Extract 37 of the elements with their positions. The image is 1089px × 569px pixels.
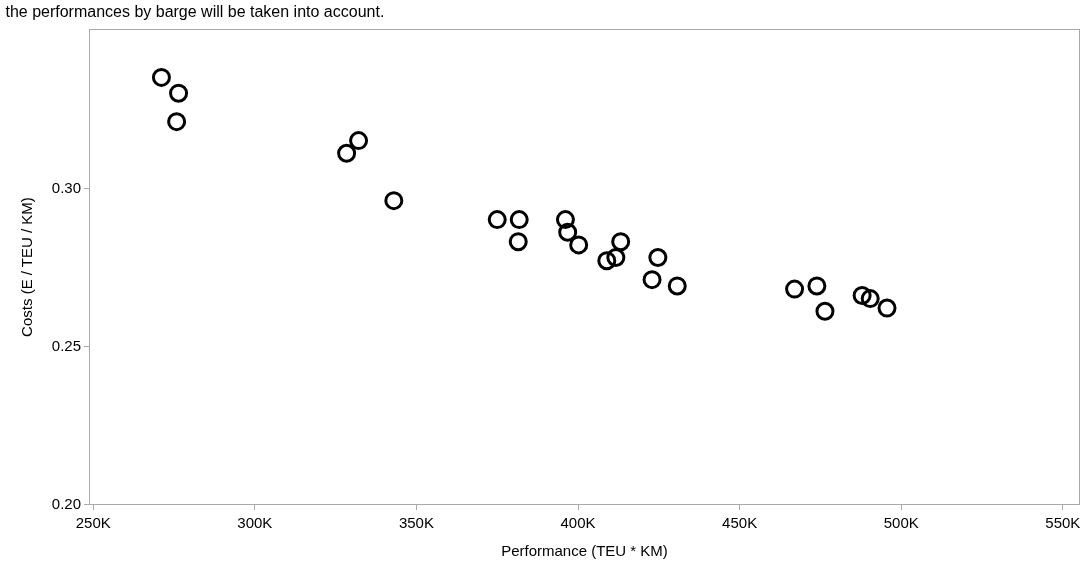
point: [349, 131, 369, 151]
point: [648, 248, 668, 268]
chart-title: the performances by barge will be taken into account.: [5, 2, 385, 20]
point: [606, 248, 626, 268]
point: [815, 301, 835, 321]
x-axis-title: Performance (TEU * KM): [501, 542, 668, 559]
x-tick-label: 250K: [75, 514, 111, 531]
x-tick-label: 400K: [560, 514, 596, 531]
point: [151, 67, 171, 87]
point: [852, 285, 872, 305]
x-tick-label: 350K: [398, 514, 434, 531]
point: [337, 143, 357, 163]
point: [508, 232, 528, 252]
x-tick-label: 450K: [722, 514, 758, 531]
point: [384, 191, 404, 211]
point: [877, 298, 897, 318]
x-tick-label: 500K: [883, 514, 919, 531]
y-tick-label: 0.30: [51, 179, 81, 197]
point: [785, 279, 805, 299]
point: [487, 210, 507, 230]
point: [597, 251, 617, 271]
point: [667, 276, 687, 296]
point: [860, 289, 880, 309]
point: [169, 83, 189, 103]
point: [807, 276, 827, 296]
point: [555, 210, 575, 230]
point: [558, 222, 578, 242]
point: [167, 112, 187, 132]
point: [611, 232, 631, 252]
x-tick-label: 300K: [237, 514, 273, 531]
y-tick-label: 0.20: [51, 495, 81, 513]
point: [642, 270, 662, 290]
x-tick-label: 550K: [1045, 514, 1081, 531]
y-tick-label: 0.25: [51, 337, 81, 355]
point: [569, 235, 589, 255]
point: [509, 210, 529, 230]
y-axis-title: Costs (E / TEU / KM): [18, 197, 36, 337]
